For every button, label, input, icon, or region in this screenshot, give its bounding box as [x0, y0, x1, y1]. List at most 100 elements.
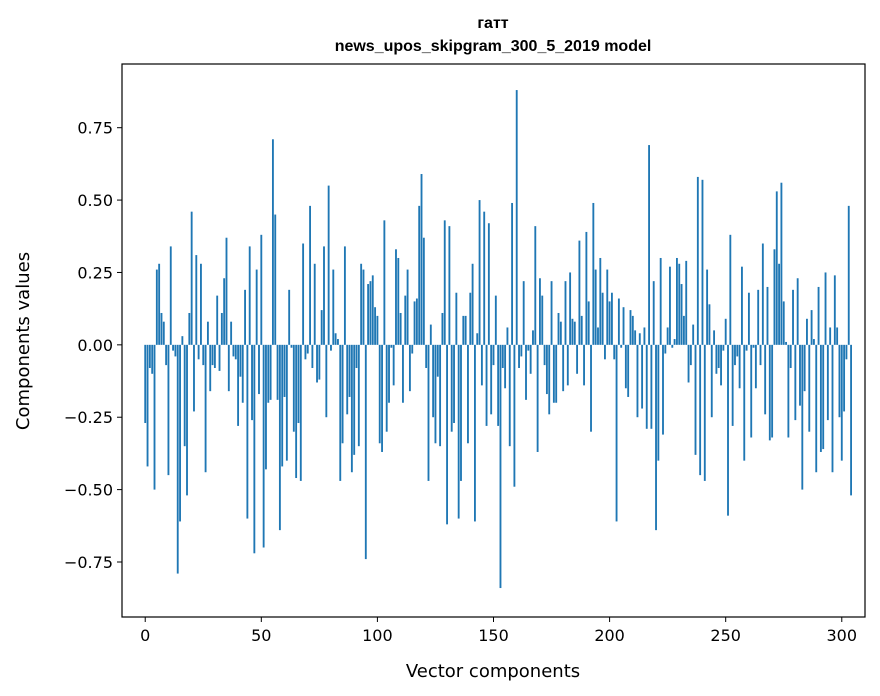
bar [385, 344, 388, 432]
bar [155, 269, 158, 345]
bar [550, 281, 553, 345]
bar [608, 301, 611, 345]
bar [492, 344, 495, 366]
x-tick-label: 0 [140, 626, 150, 645]
bar [501, 344, 504, 368]
bars-group [144, 90, 852, 589]
bar [525, 344, 527, 400]
bar [325, 344, 328, 418]
bar [782, 301, 785, 345]
bar [474, 344, 476, 522]
x-tick-label: 50 [251, 626, 271, 645]
bar [824, 272, 827, 345]
bar [399, 312, 402, 345]
bar [172, 344, 175, 351]
bar [747, 292, 750, 345]
bar [678, 263, 681, 345]
bar [357, 344, 360, 447]
bar [306, 344, 309, 354]
bar [545, 344, 548, 395]
bar [696, 176, 699, 345]
bar [223, 278, 226, 345]
bar [225, 237, 228, 345]
bar [541, 295, 544, 345]
bar [504, 344, 507, 389]
bar [202, 344, 205, 366]
bar [153, 344, 156, 490]
bar [569, 272, 572, 345]
bar [759, 344, 762, 366]
bar [313, 263, 316, 345]
bar [636, 344, 639, 418]
x-tick-label: 150 [478, 626, 509, 645]
bar [529, 344, 532, 374]
bar [190, 211, 193, 345]
bar [337, 339, 339, 345]
bar [573, 321, 576, 345]
bar [411, 344, 414, 354]
bar [585, 231, 588, 345]
y-tick-label: −0.50 [64, 481, 113, 500]
bar [276, 344, 279, 400]
bar [836, 327, 839, 345]
bar [404, 295, 407, 345]
bar [162, 321, 165, 345]
bar [613, 344, 616, 360]
bar [771, 344, 774, 438]
bar [624, 344, 627, 389]
bar [564, 281, 567, 345]
bar [694, 344, 697, 455]
bar [680, 284, 683, 345]
bar [274, 214, 277, 345]
bar [181, 336, 184, 345]
bar [395, 249, 397, 345]
bar [701, 179, 704, 345]
bar [339, 344, 342, 481]
bar [388, 344, 390, 403]
bar [383, 220, 386, 345]
bar [734, 344, 736, 366]
bar [318, 344, 321, 380]
bar [645, 344, 648, 429]
chart-title: гатт [477, 15, 508, 32]
bar [330, 344, 332, 351]
bar [843, 344, 846, 412]
bar [174, 344, 177, 357]
bar [787, 344, 790, 438]
bar [752, 344, 755, 348]
bar [165, 344, 168, 366]
bar [487, 223, 490, 345]
bar [453, 344, 455, 424]
bar [441, 312, 444, 345]
y-tick-label: 0.25 [77, 263, 113, 282]
bar [671, 344, 674, 348]
bar [794, 344, 797, 421]
bar [796, 278, 799, 345]
bar [597, 327, 599, 345]
bar [648, 145, 650, 345]
bar [285, 344, 288, 461]
bar [736, 344, 739, 357]
bar [847, 205, 850, 345]
bar [655, 344, 657, 531]
bar [227, 344, 230, 392]
bar [478, 200, 481, 345]
bar [743, 344, 746, 461]
bar [193, 344, 195, 412]
bar [323, 246, 325, 345]
bar [269, 344, 272, 400]
bar [606, 269, 609, 345]
bar [515, 90, 518, 345]
bar [462, 315, 465, 345]
bar [638, 333, 641, 345]
bar [251, 344, 253, 421]
bar [448, 226, 451, 345]
bar [197, 344, 200, 360]
bar [364, 344, 367, 560]
bar [402, 344, 404, 403]
bar [617, 298, 620, 345]
bar [643, 327, 646, 345]
bar [785, 341, 787, 345]
bar [685, 260, 688, 345]
y-tick-label: 0.00 [77, 336, 113, 355]
